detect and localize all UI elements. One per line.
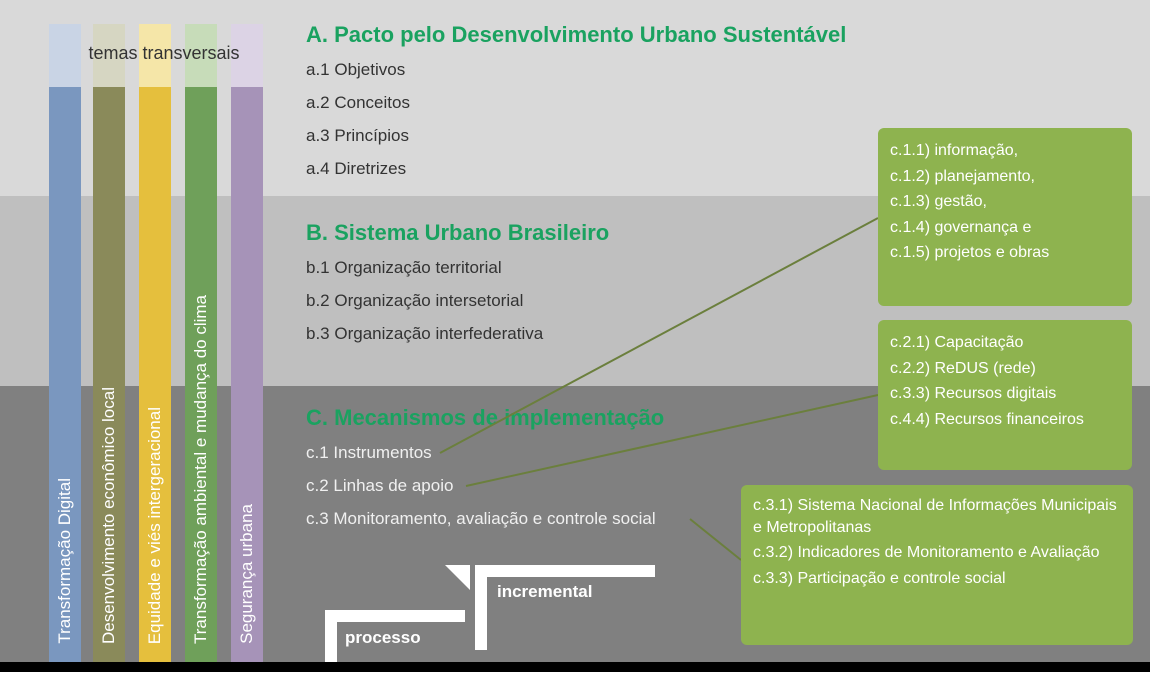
incremental-label: incremental [497, 582, 592, 602]
transversal-bar-label-0: Transformação Digital [55, 460, 75, 662]
itemsB-item-2: b.3 Organização interfederativa [306, 324, 543, 344]
box1-line-0: c.1.1) informação, [890, 138, 1120, 164]
transversal-bar-2: Equidade e viés intergeracional [139, 87, 171, 662]
itemsA-item-1: a.2 Conceitos [306, 93, 410, 113]
itemsB-item-0: b.1 Organização territorial [306, 258, 502, 278]
box2-line-1: c.2.2) ReDUS (rede) [890, 356, 1120, 382]
box1-line-4: c.1.5) projetos e obras [890, 240, 1120, 266]
box3-line-1: c.3.2) Indicadores de Monitoramento e Av… [753, 542, 1121, 564]
detail-box-c2: c.2.1) Capacitaçãoc.2.2) ReDUS (rede)c.3… [878, 320, 1132, 470]
itemsA-item-2: a.3 Princípios [306, 126, 409, 146]
transversal-bar-label-3: Transformação ambiental e mudança do cli… [191, 277, 211, 662]
process-incremental-shape [325, 540, 705, 680]
section-a-title: A. Pacto pelo Desenvolvimento Urbano Sus… [306, 22, 846, 48]
detail-box-c3: c.3.1) Sistema Nacional de Informações M… [741, 485, 1133, 645]
section-c-title: C. Mecanismos de implementação [306, 405, 664, 431]
transversal-bar-0: Transformação Digital [49, 87, 81, 662]
box2-line-0: c.2.1) Capacitação [890, 330, 1120, 356]
box3-line-2: c.3.3) Participação e controle social [753, 568, 1121, 590]
box2-line-3: c.4.4) Recursos financeiros [890, 407, 1120, 433]
box2-line-2: c.3.3) Recursos digitais [890, 381, 1120, 407]
box1-line-3: c.1.4) governança e [890, 215, 1120, 241]
bottom-border [0, 662, 1150, 672]
transversal-bar-3: Transformação ambiental e mudança do cli… [185, 87, 217, 662]
section-b-title: B. Sistema Urbano Brasileiro [306, 220, 609, 246]
itemsB-item-1: b.2 Organização intersetorial [306, 291, 523, 311]
itemsC-item-1: c.2 Linhas de apoio [306, 476, 453, 496]
detail-box-c1: c.1.1) informação,c.1.2) planejamento,c.… [878, 128, 1132, 306]
processo-label: processo [345, 628, 421, 648]
itemsA-item-0: a.1 Objetivos [306, 60, 405, 80]
transversal-bar-1: Desenvolvimento econômico local [93, 87, 125, 662]
transversal-bar-label-2: Equidade e viés intergeracional [145, 389, 165, 662]
urban-development-diagram: temas transversais Transformação Digital… [0, 0, 1150, 677]
box1-line-1: c.1.2) planejamento, [890, 164, 1120, 190]
itemsA-item-3: a.4 Diretrizes [306, 159, 406, 179]
box1-line-2: c.1.3) gestão, [890, 189, 1120, 215]
itemsC-item-2: c.3 Monitoramento, avaliação e controle … [306, 509, 656, 529]
temas-transversais-header: temas transversais [55, 43, 273, 64]
itemsC-item-0: c.1 Instrumentos [306, 443, 432, 463]
transversal-bar-4: Segurança urbana [231, 87, 263, 662]
transversal-bar-label-4: Segurança urbana [237, 486, 257, 662]
box3-line-0: c.3.1) Sistema Nacional de Informações M… [753, 495, 1121, 538]
transversal-bar-label-1: Desenvolvimento econômico local [99, 369, 119, 662]
